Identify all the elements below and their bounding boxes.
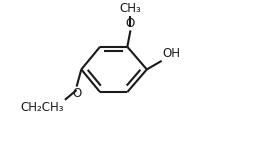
Text: O: O — [72, 87, 81, 100]
Text: O: O — [126, 17, 135, 30]
Text: CH₂CH₃: CH₂CH₃ — [21, 101, 64, 114]
Text: CH₃: CH₃ — [120, 2, 141, 15]
Text: OH: OH — [162, 47, 180, 60]
